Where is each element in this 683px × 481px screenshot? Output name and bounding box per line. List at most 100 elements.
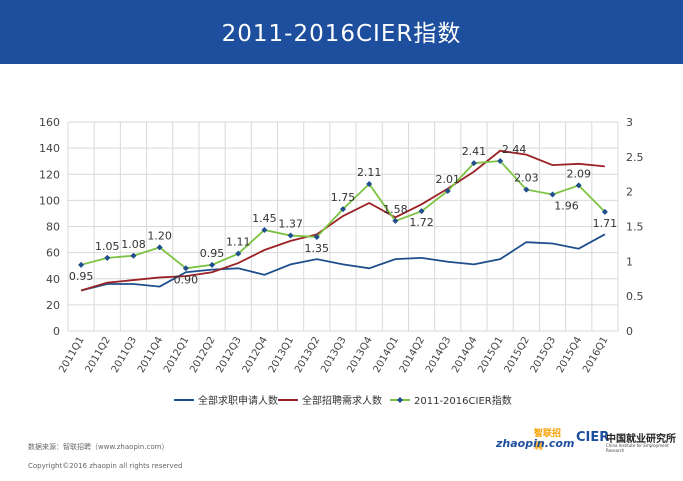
cier-logo-en: China Institute for Employment Research <box>606 443 669 453</box>
x-tick-label: 2011Q3 <box>110 335 139 375</box>
cier-data-label: 1.05 <box>95 240 120 253</box>
cier-data-label: 1.35 <box>305 242 330 255</box>
cier-logo-cn: 中国就业研究所 <box>606 434 676 445</box>
data-labels: 0.951.05 1.081.200.900.951.111.45 1.371.35… <box>69 143 617 286</box>
x-tick-label: 2015Q2 <box>503 335 532 375</box>
page-title: 2011-2016CIER指数 <box>221 21 462 47</box>
y-left-tick-label: 160 <box>39 116 60 129</box>
y-right-tick-label: 0 <box>626 325 633 338</box>
x-tick-label: 2014Q2 <box>398 335 427 375</box>
x-tick-label: 2015Q1 <box>476 335 505 375</box>
cier-index-point <box>549 191 556 198</box>
cier-index-point <box>156 244 163 251</box>
cier-data-label: 1.37 <box>278 218 303 231</box>
cier-data-label: 0.95 <box>69 270 94 283</box>
x-tick-label: 2012Q3 <box>214 335 243 375</box>
cier-data-label: 1.11 <box>226 236 251 249</box>
cier-index-point <box>78 261 85 268</box>
series-line-1 <box>80 149 605 292</box>
cier-index-point <box>235 250 242 257</box>
cier-index-point <box>575 182 582 189</box>
x-tick-label: 2013Q3 <box>319 335 348 375</box>
cier-data-label: 1.08 <box>121 238 146 251</box>
cier-index-point <box>523 186 530 193</box>
cier-data-label: 2.11 <box>357 166 382 179</box>
copyright-note: Copyright©2016 zhaopin all rights reserv… <box>28 462 183 470</box>
grid-lines <box>67 121 619 332</box>
cier-data-label: 0.90 <box>174 273 199 286</box>
cier-index-point <box>104 254 111 261</box>
cier-data-label: 1.72 <box>409 216 434 229</box>
y-right-tick-label: 3 <box>626 116 633 129</box>
y-right-tick-label: 1 <box>626 255 633 268</box>
cier-index-point <box>182 265 189 272</box>
y-left-tick-label: 60 <box>46 247 60 260</box>
zhaopin-logo: 智联招聘 zhaopin.com <box>496 426 574 454</box>
series-lines <box>78 149 608 292</box>
x-tick-label: 2013Q4 <box>345 335 374 375</box>
y-left-tick-label: 140 <box>39 142 60 155</box>
cier-data-label: 1.71 <box>593 217 618 230</box>
legend-label-2: 2011-2016CIER指数 <box>414 394 512 407</box>
legend-marker <box>397 397 403 403</box>
x-tick-label: 2014Q3 <box>424 335 453 375</box>
cier-data-label: 2.09 <box>566 167 591 180</box>
x-tick-label: 2012Q4 <box>241 335 270 375</box>
y-left-tick-label: 120 <box>39 168 60 181</box>
cier-data-label: 1.20 <box>147 229 172 242</box>
legend: 全部求职申请人数 全部招聘需求人数 2011-2016CIER指数 <box>174 394 512 407</box>
data-source-note: 数据来源：智联招聘（www.zhaopin.com） <box>28 443 169 451</box>
cier-data-label: 2.41 <box>462 145 487 158</box>
cier-index-point <box>601 208 608 215</box>
x-tick-label: 2015Q4 <box>555 335 584 375</box>
y-left-tick-label: 40 <box>46 273 60 286</box>
y-right-tick-label: 2.5 <box>626 151 644 164</box>
cier-logo: CIER 中国就业研究所 China Institute for Employm… <box>576 430 676 454</box>
y-left-tick-label: 80 <box>46 221 60 234</box>
chart: 0 20 40 60 80 100 120 140 160 0 0.5 1 1.5 2 2.5 3 2011Q1… <box>39 116 644 407</box>
cier-index-point <box>470 160 477 167</box>
legend-label-1: 全部招聘需求人数 <box>302 394 382 407</box>
x-tick-label: 2015Q3 <box>529 335 558 375</box>
cier-data-label: 2.01 <box>436 173 461 186</box>
x-tick-label: 2011Q1 <box>57 335 86 375</box>
cier-logo-mark: CIER <box>576 430 610 445</box>
zhaopin-logo-text: zhaopin.com <box>496 437 575 450</box>
y-right-tick-label: 1.5 <box>626 221 644 234</box>
cier-index-point <box>340 206 346 213</box>
x-tick-label: 2011Q2 <box>84 335 113 375</box>
cier-index-point <box>418 208 425 215</box>
x-tick-label: 2012Q2 <box>188 335 217 375</box>
cier-index-point <box>366 181 373 188</box>
y-left-tick-label: 20 <box>46 299 60 312</box>
cier-index-point <box>392 217 399 224</box>
x-tick-label: 2014Q1 <box>372 335 401 375</box>
cier-data-label: 1.96 <box>554 199 579 212</box>
cier-data-label: 2.44 <box>502 143 527 156</box>
x-tick-label: 2011Q4 <box>136 335 165 375</box>
cier-index-point <box>313 233 320 240</box>
x-tick-label: 2016Q1 <box>581 335 610 375</box>
y-right-tick-label: 0.5 <box>626 290 644 303</box>
y-left-tick-label: 0 <box>53 325 60 338</box>
y-right-tick-label: 2 <box>626 186 633 199</box>
x-tick-label: 2012Q1 <box>162 335 191 375</box>
x-tick-label: 2014Q4 <box>450 335 479 375</box>
cier-index-point <box>130 252 137 259</box>
cier-data-label: 0.95 <box>200 247 225 260</box>
x-tick-label: 2013Q1 <box>267 335 296 375</box>
cier-data-label: 1.45 <box>252 212 277 225</box>
cier-index-point <box>287 232 294 239</box>
title-banner: 2011-2016CIER指数 <box>0 0 683 64</box>
zhaopin-logo-cn: 智联招聘 <box>534 429 562 452</box>
cier-index-point <box>497 158 504 165</box>
cier-data-label: 1.58 <box>383 203 408 216</box>
series-line-0 <box>80 233 606 292</box>
y-left-tick-label: 100 <box>39 194 60 207</box>
x-tick-label: 2013Q2 <box>293 335 322 375</box>
legend-label-0: 全部求职申请人数 <box>198 394 278 407</box>
cier-index-point <box>261 226 268 233</box>
cier-index-point <box>444 187 451 194</box>
cier-index-point <box>209 261 216 268</box>
cier-data-label: 2.03 <box>514 172 539 185</box>
